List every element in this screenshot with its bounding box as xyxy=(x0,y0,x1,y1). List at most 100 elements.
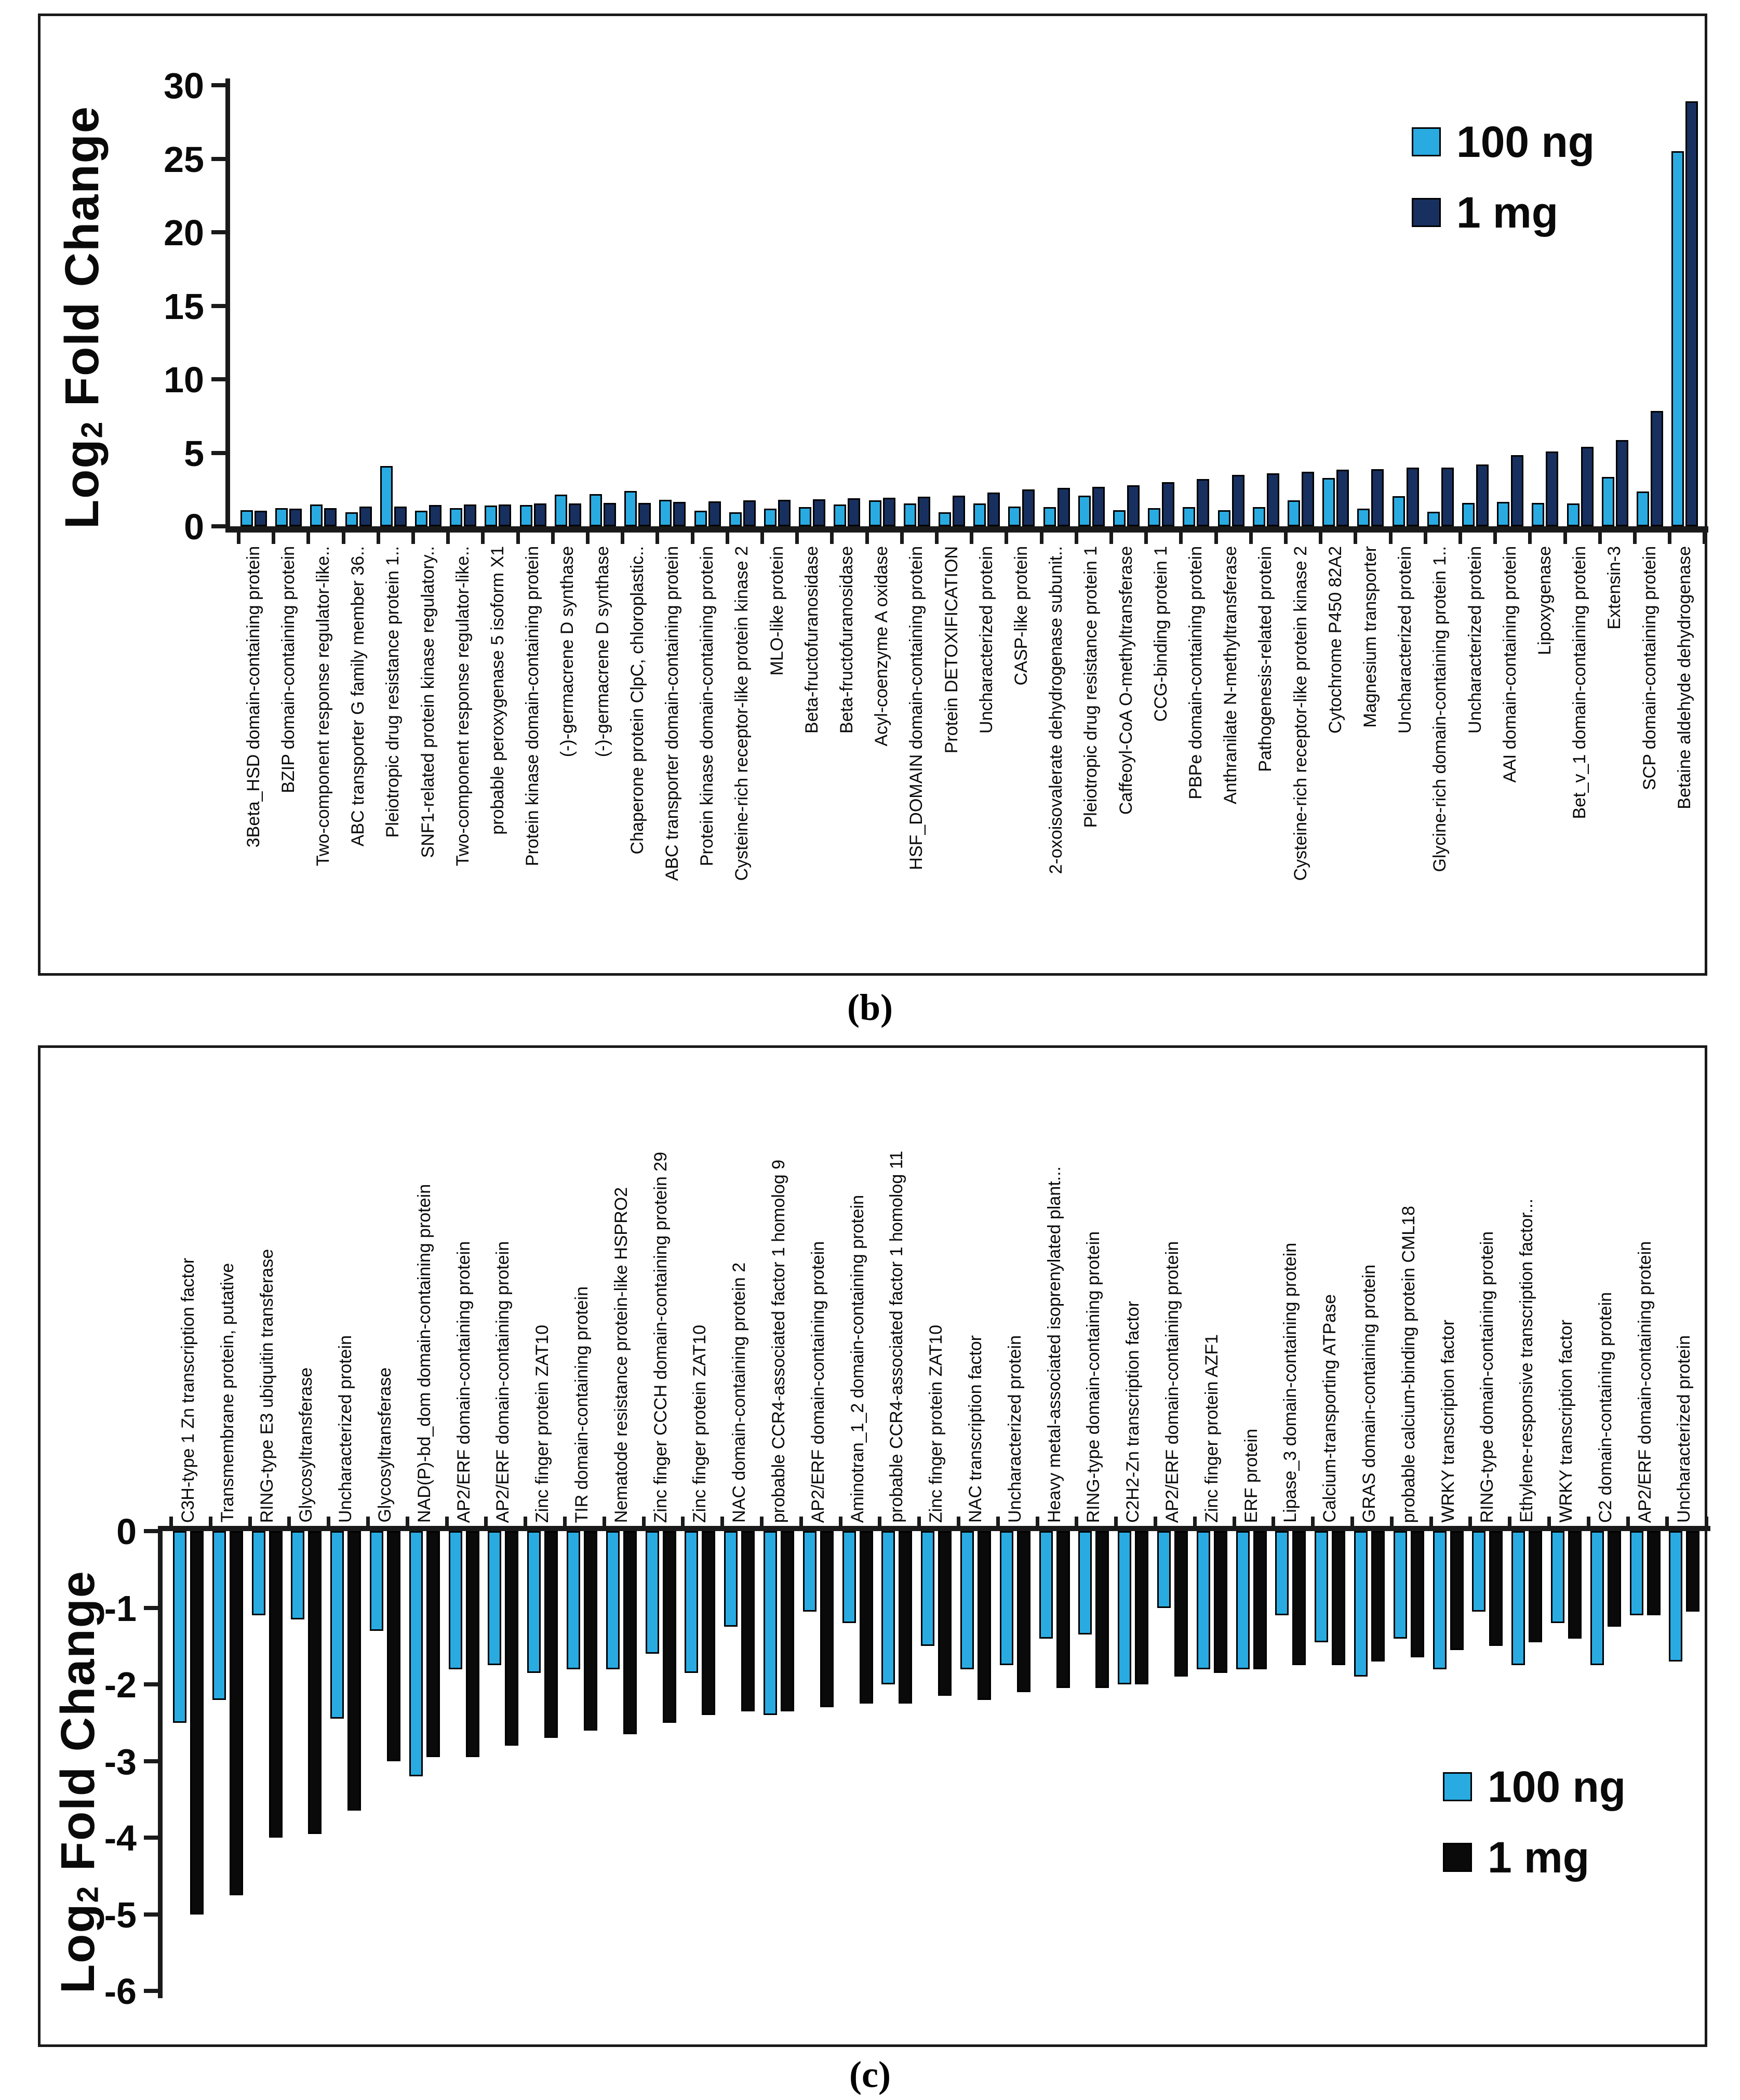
x-axis-label: C2 domain-containing protein xyxy=(1595,1292,1615,1523)
x-axis-tick xyxy=(865,533,869,544)
x-axis-label: Two-component response regulator-like.. xyxy=(452,546,473,867)
bar-1mg-26 xyxy=(1213,1531,1227,1673)
y-axis-tick-label: -4 xyxy=(104,1818,137,1858)
bar-100ng-7 xyxy=(448,1531,462,1669)
bar-1mg-14 xyxy=(741,1531,755,1711)
x-axis-tick xyxy=(237,533,240,544)
bar-1mg-9 xyxy=(568,503,581,526)
x-axis-tick xyxy=(830,533,834,544)
bar-1mg-5 xyxy=(387,1531,400,1761)
x-axis-label: GRAS domain-containing protein xyxy=(1359,1264,1379,1523)
x-axis-label: BZIP domain-containing protein xyxy=(278,546,298,793)
x-axis-label: (-)-germacrene D synthase xyxy=(592,546,612,757)
bar-1mg-31 xyxy=(1336,470,1349,526)
bar-100ng-4 xyxy=(330,1531,344,1719)
bar-100ng-18 xyxy=(881,1531,895,1684)
bar-1mg-6 xyxy=(464,504,477,526)
x-axis-label: Cysteine-rich receptor-like protein kina… xyxy=(1290,546,1310,881)
x-axis-tick xyxy=(1423,533,1427,544)
x-axis-tick xyxy=(287,1517,291,1526)
x-axis-tick xyxy=(681,1517,685,1526)
x-axis-tick xyxy=(1493,533,1497,544)
legend-item-1mg: 1 mg xyxy=(1443,1836,1626,1879)
x-axis-tick xyxy=(795,533,799,544)
x-axis-label: CCG-binding protein 1 xyxy=(1150,546,1171,722)
x-axis-tick xyxy=(957,1517,960,1526)
bar-100ng-35 xyxy=(1462,502,1475,526)
x-axis-label: Uncharacterized protein xyxy=(976,546,996,734)
x-axis-tick xyxy=(445,1517,449,1526)
bar-1mg-20 xyxy=(978,1531,991,1700)
y-axis-tick-label: 25 xyxy=(164,139,204,180)
x-axis-tick xyxy=(1154,1517,1157,1526)
x-axis-label: probable CCR4-associated factor 1 homolo… xyxy=(768,1159,788,1523)
x-axis-label: RING-type E3 ubiquitin transferase xyxy=(257,1248,277,1523)
bar-1mg-0 xyxy=(190,1531,204,1915)
x-axis-tick xyxy=(621,533,625,544)
x-axis-tick xyxy=(411,533,415,544)
x-axis-tick xyxy=(248,1517,252,1526)
x-axis-tick xyxy=(1144,533,1148,544)
x-axis-tick xyxy=(1039,533,1043,544)
x-axis-label: RING-type domain-containing protein xyxy=(1083,1231,1104,1523)
x-axis-tick xyxy=(1074,533,1078,544)
bar-1mg-29 xyxy=(1266,473,1279,526)
x-axis-label: RING-type domain-containing protein xyxy=(1477,1231,1497,1523)
bar-100ng-26 xyxy=(1148,508,1161,526)
bar-1mg-18 xyxy=(899,1531,913,1704)
x-axis-tick xyxy=(1429,1517,1433,1526)
bar-1mg-32 xyxy=(1450,1531,1464,1650)
y-axis-tick xyxy=(144,1682,158,1686)
x-axis-line xyxy=(225,526,1709,533)
x-axis-tick xyxy=(1179,533,1183,544)
x-axis-tick xyxy=(1668,533,1672,544)
bar-100ng-31 xyxy=(1393,1531,1407,1639)
bar-100ng-22 xyxy=(1039,1531,1053,1639)
legend-item-100ng: 100 ng xyxy=(1412,120,1595,164)
bar-100ng-24 xyxy=(1118,1531,1132,1684)
bar-100ng-8 xyxy=(488,1531,502,1666)
bar-1mg-23 xyxy=(1095,1531,1109,1689)
bar-100ng-30 xyxy=(1288,500,1300,526)
x-axis-tick xyxy=(690,533,694,544)
x-axis-label: ABC transporter domain-containing protei… xyxy=(662,546,682,881)
bar-1mg-3 xyxy=(308,1531,322,1834)
x-axis-tick xyxy=(1703,533,1707,544)
x-axis-tick xyxy=(405,1517,409,1526)
x-axis-tick xyxy=(1563,533,1567,544)
bar-100ng-21 xyxy=(973,503,986,526)
x-axis-tick xyxy=(327,1517,331,1526)
x-axis-tick xyxy=(272,533,276,544)
x-axis-tick xyxy=(970,533,974,544)
x-axis-tick xyxy=(996,1517,1000,1526)
bar-1mg-7 xyxy=(499,504,512,526)
legend-item-1mg: 1 mg xyxy=(1412,191,1595,234)
x-axis-tick xyxy=(1311,1517,1315,1526)
legend-swatch-1mg xyxy=(1412,198,1441,227)
x-axis-label: Pathogenesis-related protein xyxy=(1255,546,1276,772)
y-axis-tick xyxy=(144,1836,158,1840)
x-axis-tick xyxy=(551,533,555,544)
x-axis-label: MLO-like protein xyxy=(767,546,787,676)
x-axis-tick xyxy=(1075,1517,1079,1526)
bar-1mg-22 xyxy=(1056,1531,1070,1689)
x-axis-tick xyxy=(1705,1517,1709,1526)
bar-100ng-20 xyxy=(939,512,951,526)
bar-100ng-0 xyxy=(240,510,253,526)
bar-1mg-3 xyxy=(359,506,372,526)
y-axis-tick xyxy=(144,1759,158,1763)
y-axis-tick xyxy=(211,230,226,234)
bar-1mg-25 xyxy=(1127,485,1140,526)
legend-swatch-100ng xyxy=(1443,1772,1472,1801)
bar-1mg-28 xyxy=(1232,474,1244,526)
x-axis-tick xyxy=(1598,533,1602,544)
x-axis-label: AAI domain-containing protein xyxy=(1500,546,1520,783)
bar-1mg-2 xyxy=(269,1531,283,1838)
bar-100ng-10 xyxy=(567,1531,580,1669)
x-axis-tick xyxy=(799,1517,803,1526)
x-axis-label: probable peroxygenase 5 isoform X1 xyxy=(488,546,507,835)
x-axis-tick xyxy=(1005,533,1009,544)
bar-1mg-25 xyxy=(1174,1531,1188,1677)
bar-1mg-38 xyxy=(1686,1531,1700,1612)
bar-1mg-38 xyxy=(1581,447,1594,526)
